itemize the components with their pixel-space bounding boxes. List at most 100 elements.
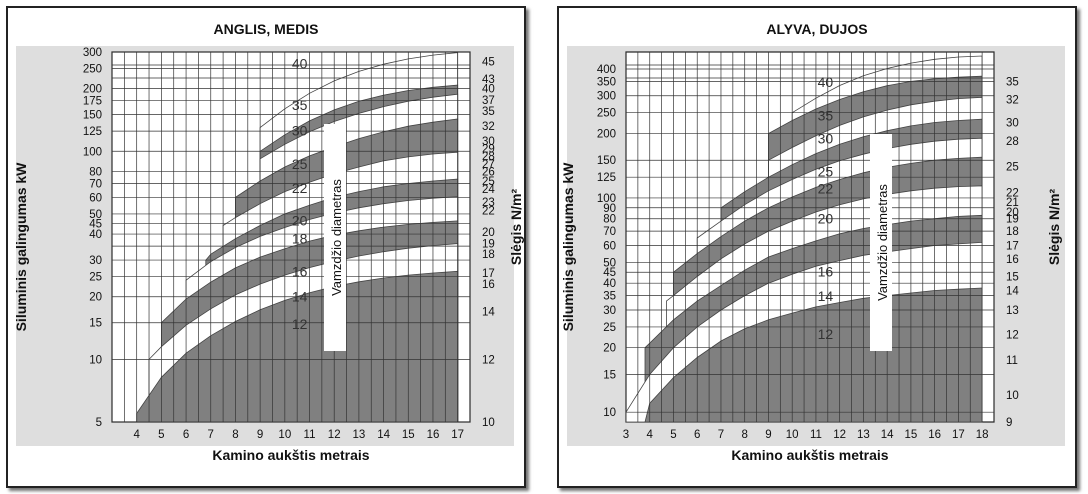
y-right-tick-label: 43 — [482, 74, 495, 86]
x-tick-label: 12 — [328, 429, 341, 441]
band-label-22: 22 — [818, 180, 834, 196]
x-tick-label: 8 — [742, 429, 748, 441]
y-right-tick-label: 17 — [1006, 240, 1019, 252]
band-label-30: 30 — [292, 123, 308, 139]
y-left-tick-label: 100 — [597, 193, 616, 205]
y-right-tick-label: 20 — [1006, 207, 1019, 219]
y-right-tick-label: 10 — [1006, 390, 1019, 402]
y-left-tick-label: 150 — [83, 110, 102, 122]
x-tick-label: 10 — [278, 429, 291, 441]
y-left-tick-label: 150 — [597, 155, 616, 167]
y-right-tick-label: 23 — [482, 197, 495, 209]
y-left-tick-label: 25 — [89, 272, 102, 284]
chart-svg: Vamzdžio diametras1214162022253035401015… — [560, 21, 1065, 463]
y-right-tick-label: 20 — [482, 227, 495, 239]
band-label-12: 12 — [292, 316, 308, 332]
y-right-tick-label: 19 — [482, 239, 495, 251]
y-left-tick-label: 80 — [603, 214, 616, 226]
y-left-tick-label: 10 — [603, 407, 616, 419]
y-right-tick-label: 21 — [1006, 197, 1019, 209]
x-tick-label: 14 — [881, 429, 894, 441]
y-right-tick-label: 30 — [1006, 117, 1019, 129]
y-right-tick-label: 28 — [482, 151, 495, 163]
y-left-tick-label: 25 — [603, 322, 616, 334]
band-label-14: 14 — [818, 288, 834, 304]
band-label-16: 16 — [818, 263, 834, 279]
x-tick-label: 18 — [976, 429, 989, 441]
label-strip — [870, 134, 892, 351]
x-tick-label: 4 — [133, 429, 140, 441]
x-tick-label: 17 — [952, 429, 965, 441]
x-tick-label: 4 — [647, 429, 654, 441]
y-left-tick-label: 200 — [597, 128, 616, 140]
y-right-tick-label: 18 — [482, 249, 495, 261]
y-left-axis-label: Siluminis galingumas kW — [13, 162, 29, 332]
y-left-tick-label: 70 — [603, 226, 616, 238]
y-right-tick-label: 32 — [482, 121, 495, 133]
band-label-30: 30 — [818, 130, 834, 146]
y-right-tick-label: 30 — [482, 136, 495, 148]
y-right-axis-label: Slėgis N/m² — [1046, 189, 1062, 266]
y-left-tick-label: 30 — [603, 305, 616, 317]
y-right-tick-label: 25 — [1006, 162, 1019, 174]
x-tick-label: 15 — [905, 429, 918, 441]
y-right-tick-label: 22 — [1006, 188, 1019, 200]
y-left-tick-label: 50 — [89, 209, 102, 221]
y-right-tick-label: 26 — [482, 166, 495, 178]
x-tick-label: 5 — [158, 429, 164, 441]
x-tick-label: 6 — [694, 429, 700, 441]
x-tick-label: 7 — [208, 429, 214, 441]
x-tick-label: 15 — [402, 429, 415, 441]
y-right-tick-label: 35 — [1006, 76, 1019, 88]
band-label-12: 12 — [818, 326, 834, 342]
x-tick-label: 16 — [427, 429, 440, 441]
y-left-tick-label: 70 — [89, 179, 102, 191]
y-right-tick-label: 12 — [482, 354, 495, 366]
y-left-tick-label: 175 — [83, 96, 102, 108]
x-tick-label: 13 — [857, 429, 870, 441]
band-label-20: 20 — [818, 210, 834, 226]
band-label-18: 18 — [292, 231, 308, 247]
x-tick-label: 11 — [810, 429, 822, 441]
x-tick-label: 3 — [623, 429, 629, 441]
y-left-tick-label: 400 — [597, 64, 616, 76]
x-tick-label: 12 — [833, 429, 846, 441]
x-tick-label: 16 — [928, 429, 941, 441]
y-right-tick-label: 25 — [482, 176, 495, 188]
y-right-tick-label: 24 — [482, 184, 495, 196]
x-tick-label: 13 — [352, 429, 365, 441]
y-left-tick-label: 5 — [96, 417, 102, 429]
chart-title: ALYVA, DUJOS — [766, 21, 867, 37]
y-right-tick-label: 29 — [482, 144, 495, 156]
y-left-tick-label: 10 — [89, 354, 102, 366]
x-tick-label: 6 — [183, 429, 189, 441]
y-right-tick-label: 17 — [482, 268, 495, 280]
y-left-tick-label: 90 — [603, 203, 616, 215]
y-left-tick-label: 20 — [603, 343, 616, 355]
y-left-axis-label: Siluminis galingumas kW — [560, 162, 576, 332]
band-label-25: 25 — [292, 156, 308, 172]
y-left-tick-label: 250 — [597, 108, 616, 120]
y-right-tick-label: 13 — [1006, 305, 1019, 317]
y-right-axis-label: Slėgis N/m² — [508, 189, 524, 266]
band-label-35: 35 — [818, 107, 834, 123]
x-tick-label: 9 — [765, 429, 771, 441]
y-left-tick-label: 35 — [603, 291, 616, 303]
y-right-tick-label: 45 — [482, 57, 495, 69]
label-strip — [324, 124, 346, 351]
band-label-14: 14 — [292, 288, 308, 304]
y-right-tick-label: 32 — [1006, 95, 1019, 107]
y-right-tick-label: 15 — [1006, 271, 1019, 283]
y-left-tick-label: 350 — [597, 76, 616, 88]
y-right-tick-label: 11 — [1006, 355, 1018, 367]
y-left-tick-label: 15 — [603, 369, 616, 381]
x-tick-label: 9 — [257, 429, 263, 441]
y-left-tick-label: 60 — [603, 240, 616, 252]
band-label-22: 22 — [292, 180, 308, 196]
y-right-tick-label: 9 — [1006, 417, 1012, 429]
vertical-strip-label: Vamzdžio diametras — [875, 184, 890, 301]
y-left-tick-label: 45 — [603, 267, 616, 279]
x-tick-label: 14 — [377, 429, 390, 441]
band-label-16: 16 — [292, 264, 308, 280]
y-right-tick-label: 28 — [1006, 136, 1019, 148]
